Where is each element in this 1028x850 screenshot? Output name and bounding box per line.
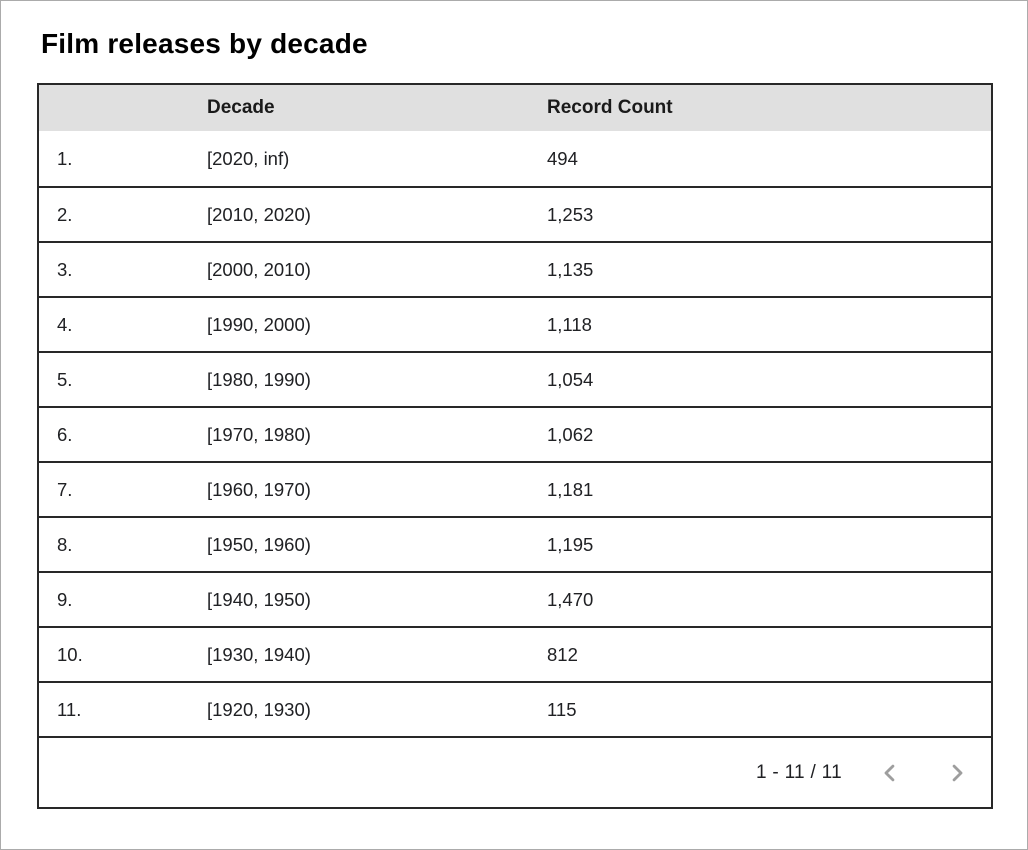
row-record-count-value: 1,135 [547, 258, 594, 280]
table-row[interactable]: 3. [2000, 2010) 1,135 [39, 241, 991, 296]
row-record-count-value: 812 [547, 643, 578, 665]
row-record-count-value: 494 [547, 147, 578, 169]
row-record-count-value: 1,054 [547, 368, 594, 390]
table-header-row: Decade Record Count [39, 85, 991, 131]
row-record-count-value: 1,062 [547, 423, 594, 445]
table-row[interactable]: 5. [1980, 1990) 1,054 [39, 351, 991, 406]
row-index: 7. [57, 478, 73, 500]
row-index: 11. [57, 698, 82, 720]
row-index: 3. [57, 258, 73, 280]
film-releases-table: Decade Record Count 1. [2020, inf) 494 2… [37, 83, 993, 809]
row-decade-value: [2000, 2010) [207, 258, 311, 280]
row-index: 4. [57, 313, 73, 335]
row-record-count-value: 1,253 [547, 203, 594, 225]
row-index: 2. [57, 203, 73, 225]
row-index: 9. [57, 588, 73, 610]
row-record-count-value: 1,195 [547, 533, 594, 555]
table-row[interactable]: 7. [1960, 1970) 1,181 [39, 461, 991, 516]
table-row[interactable]: 2. [2010, 2020) 1,253 [39, 186, 991, 241]
row-record-count-value: 1,118 [547, 313, 592, 335]
chevron-left-icon [877, 760, 903, 786]
row-decade-value: [1920, 1930) [207, 698, 311, 720]
table-row[interactable]: 6. [1970, 1980) 1,062 [39, 406, 991, 461]
header-record-count-cell[interactable]: Record Count [547, 97, 673, 118]
row-decade-value: [1960, 1970) [207, 478, 311, 500]
row-decade-value: [2010, 2020) [207, 203, 311, 225]
row-record-count-value: 1,470 [547, 588, 594, 610]
row-record-count-value: 115 [547, 698, 577, 720]
row-decade-value: [1990, 2000) [207, 313, 311, 335]
row-decade-value: [1950, 1960) [207, 533, 311, 555]
row-decade-value: [1940, 1950) [207, 588, 311, 610]
row-index: 8. [57, 533, 73, 555]
table-row[interactable]: 11. [1920, 1930) 115 [39, 681, 991, 736]
row-index: 6. [57, 423, 73, 445]
table-footer: 1 - 11 / 11 [39, 736, 991, 807]
header-decade-cell[interactable]: Decade [207, 97, 275, 118]
row-index: 10. [57, 643, 83, 665]
row-record-count-value: 1,181 [547, 478, 594, 500]
row-index: 5. [57, 368, 73, 390]
table-row[interactable]: 1. [2020, inf) 494 [39, 131, 991, 186]
table-row[interactable]: 9. [1940, 1950) 1,470 [39, 571, 991, 626]
row-decade-value: [1970, 1980) [207, 423, 311, 445]
table-row[interactable]: 10. [1930, 1940) 812 [39, 626, 991, 681]
table-body: 1. [2020, inf) 494 2. [2010, 2020) 1,253… [39, 131, 991, 736]
row-decade-value: [1930, 1940) [207, 643, 311, 665]
row-decade-value: [2020, inf) [207, 147, 290, 169]
row-decade-value: [1980, 1990) [207, 368, 311, 390]
pagination-next-button[interactable] [935, 751, 979, 795]
pagination-range-label: 1 - 11 / 11 [755, 761, 842, 783]
pagination-prev-button[interactable] [868, 751, 912, 795]
table-row[interactable]: 4. [1990, 2000) 1,118 [39, 296, 991, 351]
chevron-right-icon [944, 760, 970, 786]
page-title: Film releases by decade [41, 28, 368, 59]
row-index: 1. [57, 147, 73, 169]
table-row[interactable]: 8. [1950, 1960) 1,195 [39, 516, 991, 571]
